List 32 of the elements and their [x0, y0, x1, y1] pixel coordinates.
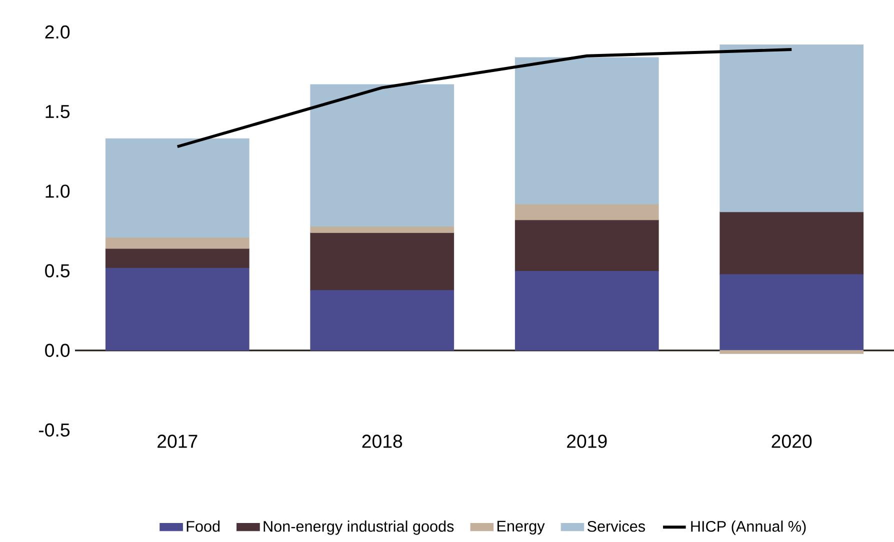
y-tick-label: 2.0 — [45, 25, 70, 39]
y-tick-label: -0.5 — [38, 423, 70, 437]
x-tick-label: 2018 — [362, 434, 402, 448]
bar — [310, 290, 454, 351]
legend-label: Services — [587, 520, 646, 532]
bar — [105, 267, 250, 351]
legend-label: Food — [186, 520, 220, 532]
legend-label: Non-energy industrial goods — [264, 520, 454, 535]
bar — [514, 270, 659, 351]
bar — [514, 220, 659, 272]
bar — [514, 204, 659, 220]
x-tick-label: 2019 — [567, 434, 607, 448]
bar — [720, 212, 864, 274]
bar — [105, 237, 250, 249]
y-tick-label: 0.5 — [45, 264, 70, 278]
bar — [310, 84, 454, 226]
x-tick-label: 2017 — [158, 434, 198, 448]
x-tick-label: 2020 — [772, 434, 812, 448]
bar — [514, 57, 659, 204]
bar — [105, 138, 250, 238]
bar — [310, 226, 454, 233]
y-tick-label: 1.5 — [46, 105, 70, 118]
bar — [720, 350, 864, 354]
legend-label: Energy — [498, 520, 545, 535]
bar — [105, 248, 250, 268]
legend-label: HICP (Annual %) — [691, 520, 806, 535]
y-tick-label: 1.0 — [46, 184, 70, 198]
bar — [720, 44, 864, 212]
bar — [720, 274, 864, 351]
line-series — [176, 48, 794, 148]
bar — [310, 232, 454, 290]
y-tick-label: 0.0 — [45, 344, 70, 358]
